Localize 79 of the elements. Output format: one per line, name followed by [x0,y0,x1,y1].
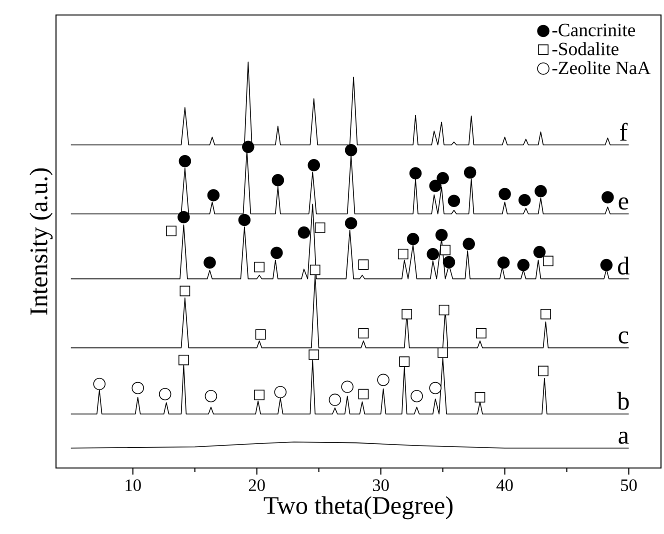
point [410,390,423,402]
point [476,328,486,338]
point [448,194,460,208]
point [498,188,511,200]
point [298,226,310,239]
point [426,248,440,260]
point [255,329,266,340]
point [238,214,251,226]
point [462,238,475,250]
point [132,382,144,394]
legend-label: -Cancrinite [552,24,636,36]
point [344,217,358,230]
point [204,390,218,402]
point [406,232,420,246]
point [540,308,551,320]
point [328,394,342,406]
point [358,328,369,338]
point [542,256,554,266]
point [377,374,390,386]
legend-label: -Zeolite NaA [552,61,651,74]
series-label: c [618,331,628,344]
point [438,304,450,316]
point [440,244,450,256]
point [534,185,547,198]
point [438,348,448,358]
point [344,144,358,156]
point [274,386,287,398]
point [207,189,220,202]
point [166,226,176,236]
x-tick-label: 30 [372,479,389,492]
point [204,256,216,269]
x-tick-label: 20 [248,479,265,492]
point [270,246,283,259]
point [308,159,320,172]
series-label: b [617,392,629,410]
point [497,256,510,269]
point [442,256,456,268]
point [272,174,284,186]
point [409,167,422,180]
point [178,354,189,366]
point [310,264,320,276]
x-tick-label: 10 [126,479,141,492]
point [93,378,106,390]
point [398,248,408,260]
point [436,172,449,184]
point [600,258,613,272]
x-axis-title: Two theta(Degree) [264,496,453,520]
series-label: e [618,197,628,210]
point [358,388,369,400]
point [180,286,190,296]
point [518,194,531,206]
point [399,356,410,367]
point [254,262,265,272]
point [517,258,530,272]
x-tick-label: 40 [496,479,513,492]
point [308,350,320,360]
point [254,390,265,400]
point [435,228,448,242]
point [602,191,614,204]
series-label: d [618,256,630,275]
legend-label: -Sodalite [552,42,618,56]
point [158,388,172,400]
point [358,259,369,270]
point [474,392,486,403]
point [178,211,190,224]
point [429,382,442,394]
point [341,380,354,393]
point [402,308,412,320]
point [429,180,442,192]
point [242,140,254,154]
point [538,366,548,376]
series-label: f [620,122,628,141]
point [464,166,476,179]
x-tick-label: 50 [621,479,637,492]
point [178,154,192,168]
point [314,222,326,233]
y-axis-title: Intensity (a.u.) [30,168,53,315]
point [533,246,546,258]
series-label: a [618,432,629,444]
